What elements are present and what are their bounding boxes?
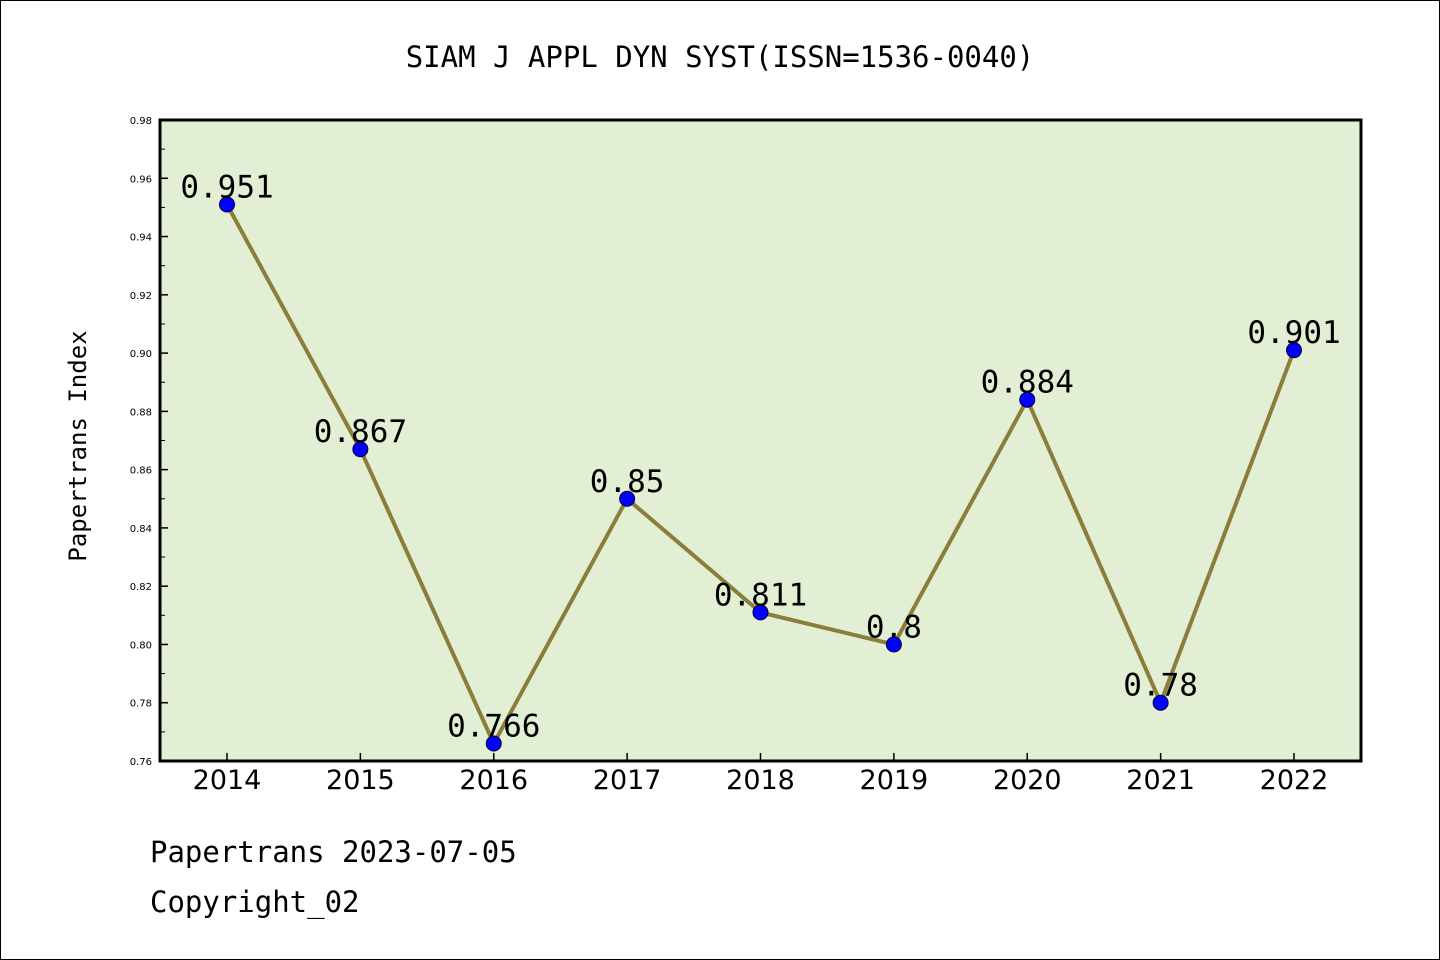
- y-axis-label: Papertrans Index: [64, 330, 92, 561]
- x-tick-label: 2015: [326, 765, 395, 796]
- data-label: 0.811: [714, 577, 807, 613]
- data-markers: [219, 196, 1302, 752]
- data-label: 0.951: [180, 169, 273, 205]
- y-tick-label: 0.90: [130, 349, 152, 360]
- y-axis: 0.76 0.78 0.80 0.82 0.84 0.86 0.88 0.90 0.92 0.94…: [130, 116, 168, 768]
- data-point: [1286, 342, 1302, 359]
- x-tick-label: 2020: [993, 765, 1062, 796]
- y-tick-label: 0.88: [130, 407, 152, 418]
- plot-area: [158, 118, 1363, 763]
- y-tick-label: 0.98: [130, 116, 152, 127]
- x-tick-label: 2022: [1260, 765, 1329, 796]
- x-tick-label: 2018: [726, 765, 795, 796]
- y-tick-label: 0.86: [130, 466, 152, 477]
- data-label: 0.766: [447, 709, 540, 745]
- data-labels: 0.951 0.867 0.766 0.85 0.811 0.8 0.884 0.78 0.90…: [180, 169, 1340, 744]
- data-label: 0.867: [314, 414, 407, 450]
- x-tick-label: 2016: [459, 765, 528, 796]
- y-tick-label: 0.82: [130, 582, 152, 593]
- x-tick-label: 2021: [1126, 765, 1195, 796]
- data-label: 0.884: [981, 365, 1074, 401]
- y-tick-label: 0.78: [130, 699, 152, 710]
- data-point: [752, 604, 769, 621]
- x-tick-label: 2014: [193, 765, 262, 796]
- footer-date-text: Papertrans 2023-07-05: [150, 835, 517, 869]
- data-point: [219, 196, 235, 213]
- data-point: [352, 441, 369, 458]
- chart-title: SIAM J APPL DYN SYST(ISSN=1536-0040): [406, 40, 1035, 74]
- data-point: [1152, 694, 1169, 711]
- y-tick-label: 0.76: [130, 757, 152, 768]
- data-point: [1019, 391, 1036, 408]
- data-label: 0.901: [1247, 315, 1340, 351]
- x-tick-label: 2017: [593, 765, 662, 796]
- y-tick-label: 0.94: [130, 233, 152, 244]
- y-tick-label: 0.96: [130, 174, 152, 185]
- data-label: 0.85: [590, 464, 665, 500]
- x-tick-label: 2019: [860, 765, 929, 796]
- y-tick-label: 0.80: [130, 640, 152, 651]
- data-point: [885, 636, 902, 653]
- y-tick-label: 0.92: [130, 291, 152, 302]
- y-tick-label: 0.84: [130, 524, 152, 535]
- data-point: [619, 490, 636, 507]
- footer-copyright-text: Copyright_02: [150, 885, 360, 919]
- data-label: 0.78: [1123, 668, 1198, 704]
- data-point: [485, 735, 502, 752]
- data-label: 0.8: [866, 609, 922, 645]
- x-axis: 2014 2015 2016 2017 2018 2019 2020 2021 2022: [193, 753, 1329, 796]
